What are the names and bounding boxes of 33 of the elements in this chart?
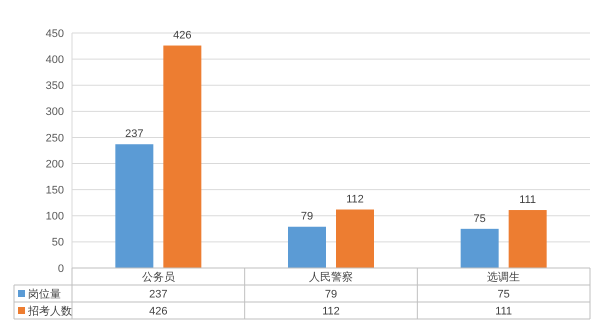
bar xyxy=(288,226,326,268)
data-label: 79 xyxy=(300,210,314,223)
text: 112 xyxy=(322,305,340,318)
y-tick-label: 200 xyxy=(46,158,64,170)
data-label: 75 xyxy=(474,212,486,225)
bar xyxy=(115,144,154,268)
bar xyxy=(508,210,547,268)
text: 79 xyxy=(324,288,338,300)
bar xyxy=(336,210,374,268)
text: 111 xyxy=(495,305,512,318)
y-tick-label: 450 xyxy=(46,28,64,40)
x-tick-label: 公务员 xyxy=(142,271,175,284)
y-tick-label: 150 xyxy=(46,184,64,197)
data-label: 426 xyxy=(173,30,192,42)
legend-label: 岗位量 xyxy=(28,287,61,300)
bar xyxy=(163,46,202,268)
y-tick-label: 0 xyxy=(58,262,64,275)
y-tick-label: 400 xyxy=(46,54,64,66)
text: 426 xyxy=(149,305,168,318)
data-label: 112 xyxy=(346,194,364,206)
y-tick-label: 350 xyxy=(46,80,64,92)
data-label: 111 xyxy=(519,194,536,206)
y-tick-label: 300 xyxy=(46,106,64,118)
y-tick-label: 100 xyxy=(46,210,64,223)
y-tick-label: 50 xyxy=(52,236,64,249)
x-tick-label: 人民警察 xyxy=(309,270,353,284)
x-tick-label: 选调生 xyxy=(487,270,520,284)
data-label: 237 xyxy=(125,128,144,140)
text: 75 xyxy=(498,288,510,300)
legend-label: 招考人数 xyxy=(27,304,72,318)
text: 237 xyxy=(149,288,168,300)
y-tick-label: 250 xyxy=(46,132,64,144)
bar xyxy=(460,228,499,268)
